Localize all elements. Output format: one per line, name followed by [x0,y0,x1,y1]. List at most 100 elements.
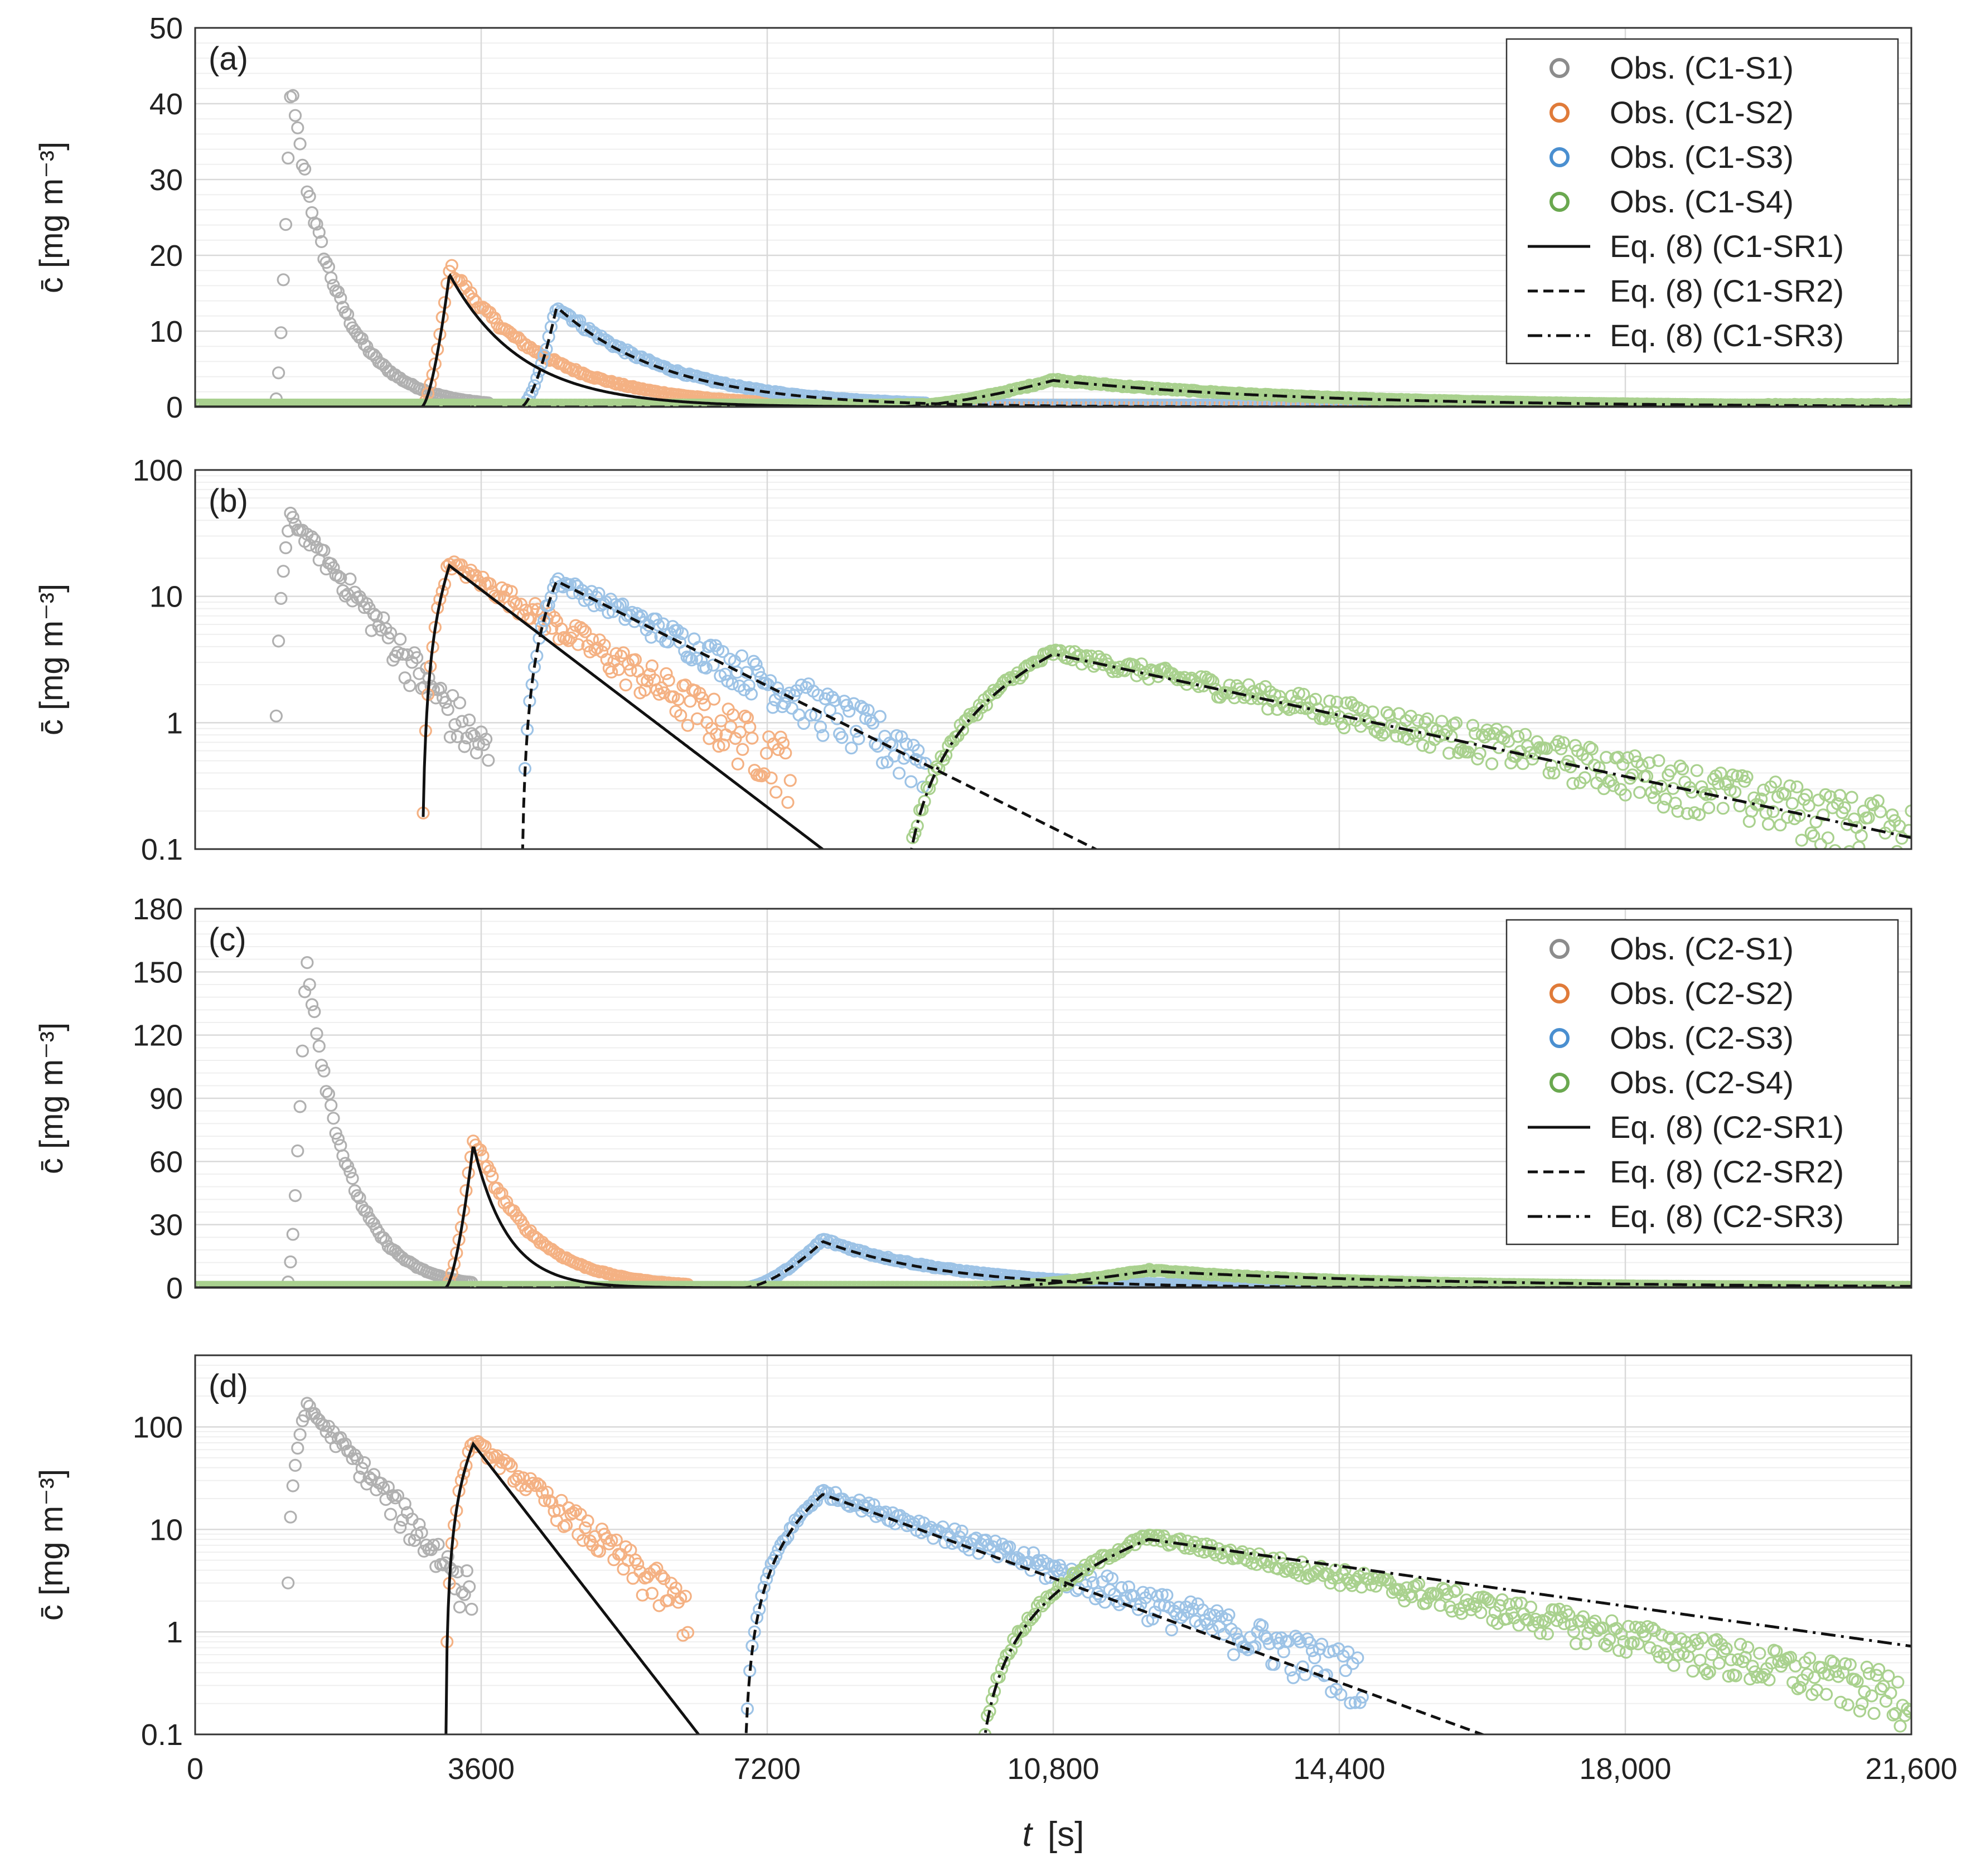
data-point [1904,825,1915,836]
panel-b: 0.1 1 10 100 c̄ [mg m⁻³] (b) [33,454,1917,877]
data-point [335,1140,346,1151]
data-point [292,122,303,133]
data-point [307,999,318,1010]
data-point [1703,802,1715,813]
y-tick-label: 40 [149,88,183,121]
y-tick-label: 60 [149,1145,183,1179]
data-point [782,797,793,808]
data-point [1829,845,1841,856]
observed-series [519,573,931,793]
data-point [307,207,318,219]
data-point [785,775,796,786]
data-point [273,636,284,647]
data-point [299,163,311,174]
data-point [1891,846,1902,857]
data-point [1513,731,1524,742]
data-point [1791,782,1803,793]
data-point [278,566,289,577]
data-point [278,274,289,285]
data-point [287,1229,298,1240]
y-tick-label: 10 [149,580,183,614]
data-point [1691,765,1702,776]
data-point [793,709,805,720]
data-point [905,776,917,787]
y-axis-label: c̄ [mg m⁻³] [33,584,70,735]
y-axis-label: c̄ [mg m⁻³] [33,1022,70,1174]
data-point [283,153,294,164]
data-point [1486,758,1498,769]
data-point [1856,830,1867,841]
data-point [1796,835,1807,846]
data-point [464,715,475,726]
data-point [454,697,466,709]
data-point [337,1150,348,1161]
data-point [1822,832,1833,844]
data-point [1417,740,1429,751]
data-point [313,1041,325,1052]
y-tick-label: 1 [166,706,183,740]
y-tick-label: 10 [149,315,183,348]
y-tick-label: 30 [149,163,183,197]
data-point [275,327,287,338]
data-point [1853,842,1865,853]
y-tick-label: 100 [133,454,183,487]
y-tick-label: 120 [133,1019,183,1053]
legend-label: Eq. (8) (C1-SR2) [1610,273,1844,308]
data-point [1763,818,1774,830]
data-point [1846,792,1857,803]
data-point [732,758,743,769]
data-point [1786,798,1798,809]
data-point [280,542,292,554]
y-tick-label: 90 [149,1082,183,1116]
data-point [689,633,700,644]
y-tick-label: 30 [149,1209,183,1242]
data-point [292,1145,303,1156]
panel-label: (b) [209,483,248,519]
y-tick-label: 180 [133,893,183,926]
model-line [908,654,1911,870]
data-point [285,1257,296,1268]
data-point [618,647,629,658]
data-point [661,668,672,679]
data-point [632,666,643,677]
data-point [874,711,885,722]
data-point [270,710,282,721]
data-point [309,1006,320,1017]
data-point [395,634,406,645]
data-point [709,694,720,705]
data-point [297,1045,308,1056]
data-point [326,1100,337,1111]
legend-a: Obs. (C1-S1) Obs. (C1-S2) Obs. (C1-S3) Obs.… [1507,39,1898,363]
data-point [326,273,337,284]
plot-area-b [270,508,1917,878]
data-point [685,696,696,707]
legend-label: Eq. (8) (C1-SR3) [1610,318,1844,353]
data-point [836,732,848,743]
y-tick-label: 20 [149,239,183,273]
panel-label: (a) [209,41,248,77]
data-point [1875,806,1886,817]
data-point [750,659,762,670]
legend-label: Obs. (C1-S4) [1610,184,1794,219]
y-tick-label: 0 [166,391,183,424]
y-tick-label: 50 [149,12,183,45]
y-tick-label: 0 [166,1272,183,1305]
data-point [294,138,306,149]
observed-series [270,508,493,766]
legend-label: Obs. (C1-S1) [1610,50,1794,85]
y-tick-label: 150 [133,956,183,989]
data-point [328,1113,339,1124]
data-point [606,666,617,677]
legend-label: Obs. (C1-S2) [1610,95,1794,130]
data-point [1717,803,1728,814]
data-point [302,957,313,968]
data-point [1744,816,1755,827]
data-point [442,704,453,715]
data-point [737,744,748,755]
y-tick-label: 0.1 [141,833,183,866]
legend-label: Obs. (C1-S3) [1610,139,1794,174]
data-point [311,1028,322,1039]
